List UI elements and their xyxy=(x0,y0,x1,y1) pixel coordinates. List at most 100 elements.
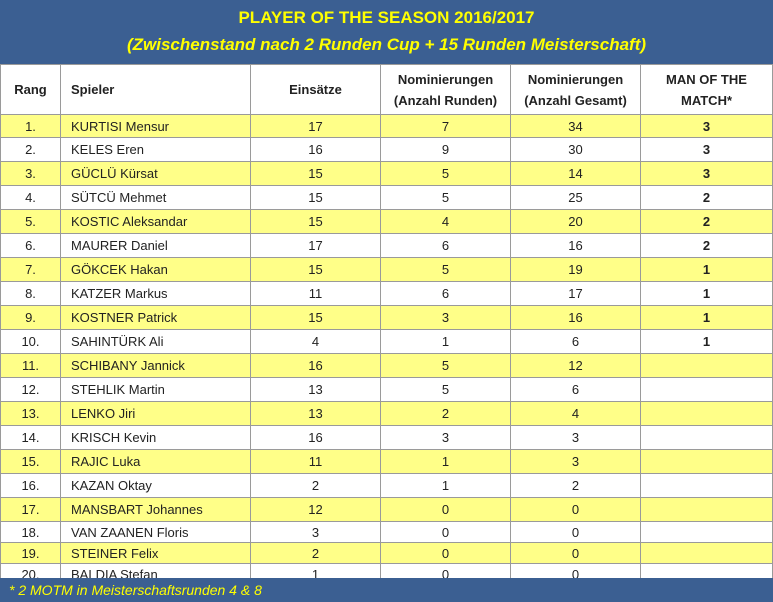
cell-rang: 6. xyxy=(0,233,61,258)
cell-spieler: RAJIC Luka xyxy=(60,449,251,474)
cell-rang: 12. xyxy=(0,377,61,402)
cell-spieler: SÜTCÜ Mehmet xyxy=(60,185,251,210)
table-row: 14. KRISCH Kevin 16 3 3 xyxy=(0,425,773,450)
cell-spieler: MANSBART Johannes xyxy=(60,497,251,522)
cell-nominierungen-gesamt: 2 xyxy=(510,473,641,498)
cell-rang: 5. xyxy=(0,209,61,234)
cell-nominierungen-runden: 6 xyxy=(380,281,511,306)
table-row: 15. RAJIC Luka 11 1 3 xyxy=(0,449,773,474)
cell-einsaetze: 11 xyxy=(250,449,381,474)
cell-nominierungen-runden: 5 xyxy=(380,185,511,210)
column-header-rang: Rang xyxy=(0,64,61,115)
cell-rang: 15. xyxy=(0,449,61,474)
cell-nominierungen-runden: 5 xyxy=(380,353,511,378)
cell-nominierungen-runden: 0 xyxy=(380,542,511,564)
cell-einsaetze: 13 xyxy=(250,377,381,402)
cell-nominierungen-gesamt: 6 xyxy=(510,329,641,354)
table-row: 11. SCHIBANY Jannick 16 5 12 xyxy=(0,353,773,378)
cell-man-of-the-match: 3 xyxy=(640,161,773,186)
table-row: 3. GÜCLÜ Kürsat 15 5 14 3 xyxy=(0,161,773,186)
cell-einsaetze: 16 xyxy=(250,137,381,162)
cell-spieler: STEHLIK Martin xyxy=(60,377,251,402)
table-header-row: Rang Spieler Einsätze Nominierungen (Anza… xyxy=(0,64,773,115)
cell-nominierungen-runden: 1 xyxy=(380,329,511,354)
cell-einsaetze: 4 xyxy=(250,329,381,354)
cell-man-of-the-match xyxy=(640,497,773,522)
cell-nominierungen-gesamt: 0 xyxy=(510,497,641,522)
cell-rang: 13. xyxy=(0,401,61,426)
cell-rang: 7. xyxy=(0,257,61,282)
cell-rang: 11. xyxy=(0,353,61,378)
cell-nominierungen-gesamt: 19 xyxy=(510,257,641,282)
cell-nominierungen-gesamt: 6 xyxy=(510,377,641,402)
cell-rang: 18. xyxy=(0,521,61,543)
cell-einsaetze: 17 xyxy=(250,114,381,138)
column-header-spieler: Spieler xyxy=(60,64,251,115)
cell-nominierungen-runden: 4 xyxy=(380,209,511,234)
cell-einsaetze: 2 xyxy=(250,473,381,498)
cell-einsaetze: 16 xyxy=(250,353,381,378)
cell-nominierungen-gesamt: 20 xyxy=(510,209,641,234)
cell-nominierungen-gesamt: 16 xyxy=(510,305,641,330)
cell-nominierungen-runden: 5 xyxy=(380,257,511,282)
cell-einsaetze: 3 xyxy=(250,521,381,543)
cell-nominierungen-runden: 5 xyxy=(380,161,511,186)
table-row: 2. KELES Eren 16 9 30 3 xyxy=(0,137,773,162)
cell-rang: 8. xyxy=(0,281,61,306)
table-row: 18. VAN ZAANEN Floris 3 0 0 xyxy=(0,521,773,543)
page-subtitle: (Zwischenstand nach 2 Runden Cup + 15 Ru… xyxy=(126,35,647,54)
cell-spieler: SAHINTÜRK Ali xyxy=(60,329,251,354)
cell-man-of-the-match: 3 xyxy=(640,137,773,162)
cell-man-of-the-match: 1 xyxy=(640,305,773,330)
cell-rang: 17. xyxy=(0,497,61,522)
cell-einsaetze: 2 xyxy=(250,542,381,564)
cell-man-of-the-match: 1 xyxy=(640,281,773,306)
cell-einsaetze: 16 xyxy=(250,425,381,450)
cell-nominierungen-gesamt: 14 xyxy=(510,161,641,186)
cell-einsaetze: 11 xyxy=(250,281,381,306)
cell-rang: 2. xyxy=(0,137,61,162)
cell-rang: 19. xyxy=(0,542,61,564)
cell-nominierungen-runden: 9 xyxy=(380,137,511,162)
cell-man-of-the-match xyxy=(640,425,773,450)
cell-man-of-the-match xyxy=(640,449,773,474)
cell-man-of-the-match: 2 xyxy=(640,233,773,258)
table-row: 7. GÖKCEK Hakan 15 5 19 1 xyxy=(0,257,773,282)
cell-spieler: KELES Eren xyxy=(60,137,251,162)
ranking-table: Rang Spieler Einsätze Nominierungen (Anza… xyxy=(0,64,773,585)
cell-spieler: KOSTIC Aleksandar xyxy=(60,209,251,234)
cell-einsaetze: 17 xyxy=(250,233,381,258)
cell-nominierungen-gesamt: 0 xyxy=(510,521,641,543)
table-body: 1. KURTISI Mensur 17 7 34 3 2. KELES Eren 16 9 30 3… xyxy=(0,114,773,585)
cell-nominierungen-gesamt: 12 xyxy=(510,353,641,378)
cell-spieler: KURTISI Mensur xyxy=(60,114,251,138)
table-row: 8. KATZER Markus 11 6 17 1 xyxy=(0,281,773,306)
table-row: 17. MANSBART Johannes 12 0 0 xyxy=(0,497,773,522)
table-row: 12. STEHLIK Martin 13 5 6 xyxy=(0,377,773,402)
cell-nominierungen-runden: 5 xyxy=(380,377,511,402)
cell-nominierungen-gesamt: 17 xyxy=(510,281,641,306)
cell-spieler: SCHIBANY Jannick xyxy=(60,353,251,378)
cell-man-of-the-match: 1 xyxy=(640,329,773,354)
table-row: 5. KOSTIC Aleksandar 15 4 20 2 xyxy=(0,209,773,234)
cell-spieler: STEINER Felix xyxy=(60,542,251,564)
cell-einsaetze: 15 xyxy=(250,161,381,186)
cell-man-of-the-match xyxy=(640,401,773,426)
cell-nominierungen-gesamt: 3 xyxy=(510,449,641,474)
cell-man-of-the-match xyxy=(640,521,773,543)
cell-nominierungen-gesamt: 34 xyxy=(510,114,641,138)
cell-rang: 16. xyxy=(0,473,61,498)
cell-nominierungen-gesamt: 16 xyxy=(510,233,641,258)
cell-nominierungen-runden: 1 xyxy=(380,473,511,498)
cell-einsaetze: 15 xyxy=(250,305,381,330)
cell-nominierungen-runden: 3 xyxy=(380,425,511,450)
cell-rang: 3. xyxy=(0,161,61,186)
cell-einsaetze: 15 xyxy=(250,185,381,210)
cell-nominierungen-gesamt: 4 xyxy=(510,401,641,426)
cell-nominierungen-runden: 0 xyxy=(380,521,511,543)
footnote: * 2 MOTM in Meisterschaftsrunden 4 & 8 xyxy=(0,578,773,602)
cell-rang: 10. xyxy=(0,329,61,354)
cell-nominierungen-gesamt: 25 xyxy=(510,185,641,210)
cell-man-of-the-match xyxy=(640,377,773,402)
cell-spieler: KATZER Markus xyxy=(60,281,251,306)
